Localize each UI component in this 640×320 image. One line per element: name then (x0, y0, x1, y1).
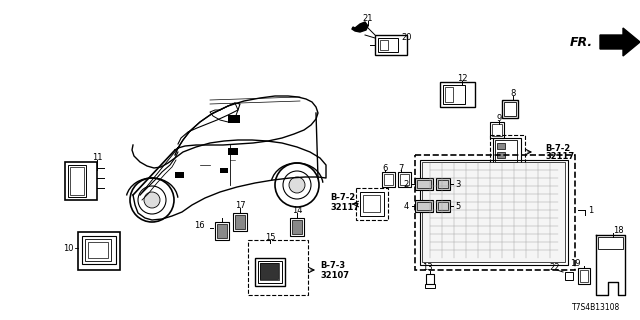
Bar (215, 222, 229, 240)
Text: 32107: 32107 (320, 270, 349, 279)
Bar (248, 240, 308, 295)
Bar (598, 237, 623, 249)
Text: 6: 6 (382, 164, 388, 172)
Bar (382, 172, 395, 187)
Bar (415, 200, 433, 212)
Text: 14: 14 (292, 205, 302, 214)
Bar (85, 239, 111, 261)
Bar (400, 174, 409, 185)
Bar (580, 270, 588, 282)
Text: 2: 2 (404, 180, 409, 188)
Text: B-7-3: B-7-3 (320, 260, 345, 269)
Text: 15: 15 (265, 233, 275, 242)
Bar (78, 232, 120, 270)
Bar (220, 168, 228, 173)
Bar (290, 218, 304, 236)
Text: 1: 1 (588, 205, 593, 214)
Polygon shape (600, 28, 640, 56)
Bar (228, 115, 240, 123)
Text: B-7-2: B-7-2 (330, 193, 355, 202)
Text: 18: 18 (612, 226, 623, 235)
Bar (375, 35, 407, 55)
Text: 8: 8 (510, 89, 516, 98)
Bar (82, 236, 116, 264)
Bar (398, 172, 411, 187)
Bar (578, 268, 590, 284)
Bar (363, 195, 380, 212)
Bar (417, 202, 431, 210)
Circle shape (289, 177, 305, 193)
Bar (565, 272, 573, 280)
Bar (490, 122, 504, 138)
Bar (68, 165, 86, 197)
Bar (255, 258, 285, 286)
Bar (260, 263, 279, 280)
Bar (260, 263, 278, 279)
Bar (70, 167, 84, 195)
Text: 4: 4 (404, 202, 409, 211)
Text: 13: 13 (422, 263, 432, 273)
Bar (415, 155, 575, 270)
Bar (492, 124, 502, 136)
Bar (228, 148, 238, 155)
Text: 19: 19 (570, 260, 580, 268)
Bar (378, 38, 398, 52)
Bar (504, 102, 516, 116)
Bar (217, 224, 227, 238)
Bar (417, 180, 431, 188)
Bar (438, 180, 448, 188)
Text: 22: 22 (550, 263, 560, 273)
Bar (502, 100, 518, 118)
Bar (384, 174, 393, 185)
Bar (443, 85, 465, 104)
Bar (445, 87, 453, 102)
Bar (497, 152, 505, 158)
Text: FR.: FR. (570, 36, 593, 49)
Bar (440, 82, 475, 107)
Text: 17: 17 (235, 201, 245, 210)
Text: 12: 12 (457, 74, 467, 83)
Text: 5: 5 (455, 202, 460, 211)
Bar (495, 140, 517, 162)
Bar (493, 138, 521, 166)
Bar (420, 160, 568, 265)
Bar (415, 178, 433, 190)
Text: B-7-2: B-7-2 (545, 143, 570, 153)
Bar (175, 172, 184, 178)
Bar (497, 143, 505, 149)
Text: 16: 16 (195, 220, 205, 229)
Text: 7: 7 (398, 164, 404, 172)
Polygon shape (352, 22, 368, 32)
Bar (436, 178, 450, 190)
Text: 9: 9 (497, 114, 502, 123)
Text: T7S4B13108: T7S4B13108 (572, 303, 620, 312)
Bar (356, 188, 388, 220)
Bar (360, 192, 384, 216)
Text: 32117: 32117 (330, 203, 359, 212)
Text: 11: 11 (92, 153, 102, 162)
Bar (292, 220, 302, 234)
Bar (233, 213, 247, 231)
Bar (88, 242, 108, 258)
Text: 10: 10 (63, 244, 73, 252)
Bar (438, 202, 448, 210)
Bar (235, 215, 245, 229)
Text: 32117: 32117 (545, 151, 574, 161)
Text: 3: 3 (455, 180, 460, 188)
Bar (490, 135, 525, 170)
Bar (422, 162, 565, 262)
Bar (65, 162, 97, 200)
Text: 21: 21 (363, 13, 373, 22)
Bar (258, 261, 282, 283)
Bar (436, 200, 450, 212)
Text: 20: 20 (402, 33, 412, 42)
Circle shape (144, 192, 160, 208)
Bar (380, 40, 388, 50)
Bar (425, 284, 435, 288)
Bar (426, 274, 434, 284)
